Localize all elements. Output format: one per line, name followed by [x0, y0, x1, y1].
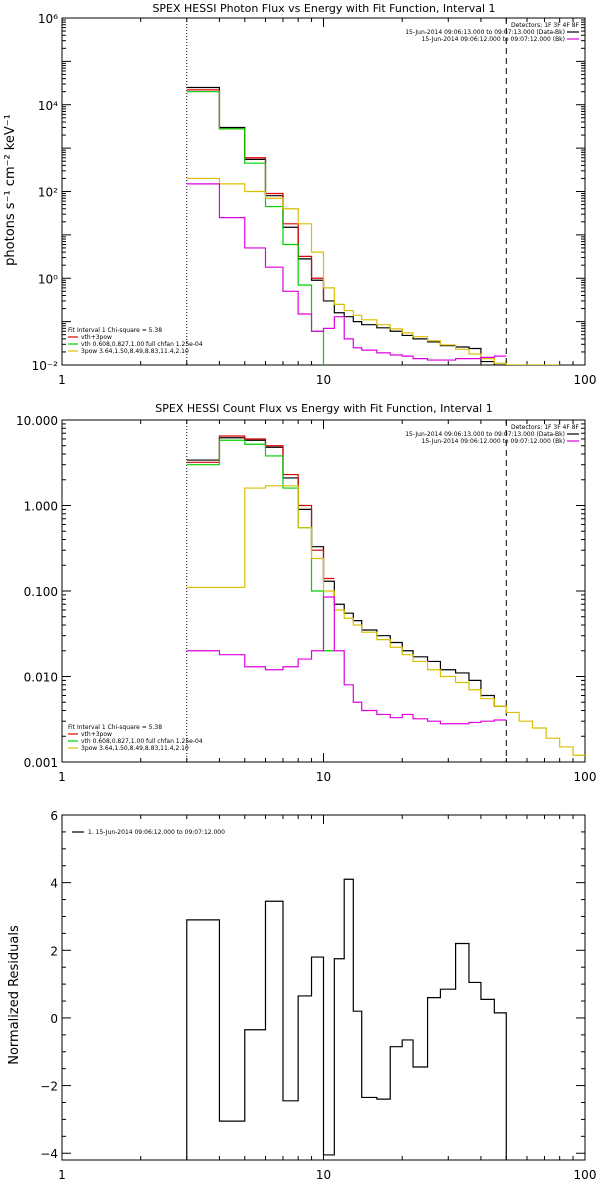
x-tick-label: 100	[574, 1168, 597, 1182]
x-tick-label: 10	[316, 1168, 331, 1182]
legend-title: Detectors: 1F 3F 4F 8F	[511, 424, 580, 431]
plot-area: 1 10 100 −4 −2 0 2 4 6 1. 15-Jun-2014 09:06:12.00…	[40, 809, 596, 1182]
x-tick-label: 1	[58, 373, 66, 387]
y-tick-label: −2	[40, 1080, 58, 1094]
panel-title: SPEX HESSI Count Flux vs Energy with Fit…	[155, 402, 492, 415]
panel-title: SPEX HESSI Photon Flux vs Energy with Fi…	[152, 2, 495, 15]
x-tick-label: 1	[58, 1168, 66, 1182]
plot-area: 1 10 100 0.001 0.010 0.100 1.000 10.000 Detector…	[16, 414, 596, 784]
y-tick-label: 1.000	[24, 500, 58, 514]
legend-entry: 1. 15-Jun-2014 09:06:12.000 to 09:07:12.…	[88, 829, 225, 836]
x-tick-label: 1	[58, 770, 66, 784]
legend-entry: 15-Jun-2014 09:06:13.000 to 09:07:13.000…	[405, 431, 565, 438]
y-tick-label: 0.001	[24, 756, 58, 770]
legend-entry: 15-Jun-2014 09:06:12.000 to 09:07:12.000…	[422, 36, 565, 43]
y-tick-label: 10.000	[16, 414, 58, 428]
y-tick-label: 10⁻²	[32, 359, 59, 373]
y-tick-label: 6	[50, 809, 58, 823]
x-tick-label: 100	[574, 373, 597, 387]
fit-legend-entry: vth 0.608,0.827,1.00 full chfan 1.25e-04	[81, 341, 203, 348]
y-tick-label: 10⁶	[38, 12, 58, 26]
residuals-panel: Normalized Residuals 1 10 100 −4 −2 0 2 4 6 1. 15…	[7, 809, 596, 1182]
legend-entry: 15-Jun-2014 09:06:12.000 to 09:07:12.000…	[422, 438, 565, 445]
fit-legend-entry: vth 0.608,0.827,1.00 full chfan 1.25e-04	[81, 738, 203, 745]
fit-legend-title: Fit Interval 1 Chi-square = 5.38	[68, 327, 162, 334]
photon-flux-panel: SPEX HESSI Photon Flux vs Energy with Fi…	[3, 2, 596, 387]
y-axis-label: photons s⁻¹ cm⁻² keV⁻¹	[3, 114, 18, 266]
fit-legend-entry: vth+3pow	[81, 334, 112, 341]
y-tick-label: 10⁴	[38, 99, 58, 113]
y-tick-label: 4	[50, 877, 58, 891]
fit-legend-entry: 3pow 3.64,1.50,8.49,8.83,11.4,2.10	[81, 745, 189, 752]
y-tick-label: 10⁰	[38, 272, 58, 286]
plot-area: 1 10 100 10⁻² 10⁰ 10² 10⁴ 10⁶ Detectors: 1F 3F 4…	[32, 12, 597, 387]
fit-legend-entry: vth+3pow	[81, 731, 112, 738]
y-tick-label: 0.100	[24, 585, 58, 599]
x-tick-label: 10	[316, 373, 331, 387]
x-tick-label: 100	[574, 770, 597, 784]
y-tick-label: 0	[50, 1012, 58, 1026]
fit-legend-entry: 3pow 3.64,1.50,8.49,8.83,11.4,2.10	[81, 348, 189, 355]
y-tick-label: 10²	[38, 186, 58, 200]
series-vth-line	[186, 439, 335, 652]
y-tick-label: −4	[40, 1147, 58, 1161]
series-bk-line	[186, 596, 507, 725]
y-tick-label: 2	[50, 944, 58, 958]
y-tick-label: 0.010	[24, 671, 58, 685]
legend-entry: 15-Jun-2014 09:06:13.000 to 09:07:13.000…	[405, 29, 565, 36]
y-axis-label: Normalized Residuals	[7, 925, 22, 1065]
count-flux-panel: SPEX HESSI Count Flux vs Energy with Fit…	[16, 402, 596, 784]
fit-legend-title: Fit Interval 1 Chi-square = 5.38	[68, 724, 162, 731]
series-residuals-line	[186, 878, 507, 1160]
x-tick-label: 10	[316, 770, 331, 784]
legend-title: Detectors: 1F 3F 4F 8F	[511, 22, 580, 29]
series-3pow-line	[186, 485, 585, 756]
series-bk-line	[186, 183, 507, 361]
